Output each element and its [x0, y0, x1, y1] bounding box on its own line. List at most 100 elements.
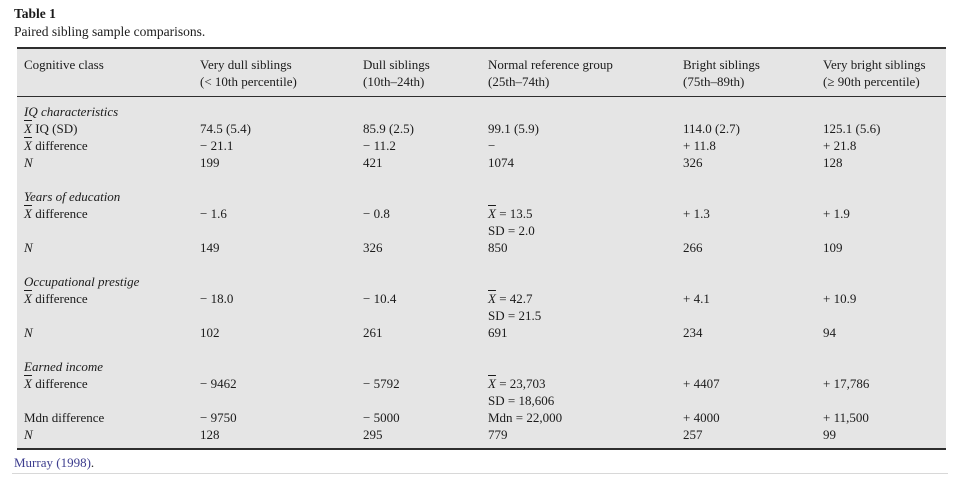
- cell: − 5792: [363, 376, 400, 391]
- cell: + 21.8: [823, 138, 857, 153]
- cell-line1: X = 42.7: [488, 290, 679, 307]
- table-title: Table 1: [14, 6, 56, 21]
- mean-symbol: X: [24, 121, 32, 136]
- source-suffix: .: [90, 455, 95, 470]
- row-label-text: difference: [31, 138, 88, 153]
- row-label: X difference: [17, 375, 200, 409]
- row-label: X difference: [17, 290, 200, 324]
- header-line2: (25th–74th): [488, 74, 550, 89]
- cell: + 17,786: [823, 376, 870, 391]
- section-title-row: Earned income: [17, 358, 946, 375]
- cell: 199: [200, 155, 220, 170]
- cell: − 0.8: [363, 206, 390, 221]
- row-label: N: [24, 155, 33, 170]
- cell-line2: SD = 2.0: [488, 223, 535, 238]
- cell: + 4407: [683, 376, 720, 391]
- cell: 1074: [488, 155, 514, 170]
- table-row: N 102 261 691 234 94: [17, 324, 946, 341]
- section-title: Occupational prestige: [24, 274, 140, 289]
- section-title: IQ characteristics: [24, 104, 119, 119]
- col-header-normal-reference-group: Normal reference group (25th–74th): [488, 48, 683, 97]
- mean-symbol: X: [24, 376, 32, 391]
- cell: 257: [683, 427, 703, 442]
- cell: 114.0 (2.7): [683, 121, 740, 136]
- row-label: X difference: [17, 137, 200, 154]
- spacer-row: [17, 171, 946, 188]
- table-row: N 128 295 779 257 99: [17, 426, 946, 449]
- cell: − 11.2: [363, 138, 396, 153]
- cell: 128: [823, 155, 843, 170]
- cell-text: = 42.7: [495, 291, 533, 306]
- cell-line2: SD = 18,606: [488, 393, 555, 408]
- spacer-row: [17, 256, 946, 273]
- row-label-text: difference: [31, 376, 88, 391]
- cell: 74.5 (5.4): [200, 121, 251, 136]
- cell: 691: [488, 325, 508, 340]
- cell: 128: [200, 427, 220, 442]
- cell: 295: [363, 427, 383, 442]
- table-row: Mdn difference − 9750 − 5000 Mdn = 22,00…: [17, 409, 946, 426]
- table-row: X difference − 1.6 − 0.8 X = 13.5 SD = 2…: [17, 205, 946, 239]
- source-note: Murray (1998).: [14, 454, 94, 471]
- cell: + 1.3: [683, 206, 710, 221]
- cell: + 4.1: [683, 291, 710, 306]
- cell: 779: [488, 427, 508, 442]
- header-row: Cognitive class Very dull siblings (< 10…: [17, 48, 946, 97]
- table-row: X difference − 9462 − 5792 X = 23,703 SD…: [17, 375, 946, 409]
- table-row: X difference − 18.0 − 10.4 X = 42.7 SD =…: [17, 290, 946, 324]
- cell: 850: [488, 240, 508, 255]
- cell: X = 23,703 SD = 18,606: [488, 375, 683, 409]
- row-label-text: difference: [31, 206, 88, 221]
- cell-line1: X = 23,703: [488, 375, 679, 392]
- cell: 421: [363, 155, 383, 170]
- mean-symbol: X: [24, 206, 32, 221]
- section-title-row: IQ characteristics: [17, 97, 946, 121]
- cell: 234: [683, 325, 703, 340]
- table-row: X IQ (SD) 74.5 (5.4) 85.9 (2.5) 99.1 (5.…: [17, 120, 946, 137]
- cell: − 9462: [200, 376, 237, 391]
- cell: + 1.9: [823, 206, 850, 221]
- cell: − 9750: [200, 410, 237, 425]
- section-title: Earned income: [24, 359, 104, 374]
- row-label: N: [24, 325, 33, 340]
- mean-symbol: X: [488, 291, 496, 306]
- cell: + 11,500: [823, 410, 869, 425]
- cell-line1: X = 13.5: [488, 205, 679, 222]
- mean-symbol: X: [24, 138, 32, 153]
- cell: 109: [823, 240, 843, 255]
- row-label: N: [24, 240, 33, 255]
- bottom-divider: [12, 473, 948, 474]
- header-line1: Very dull siblings: [200, 57, 292, 72]
- header-line2: (≥ 90th percentile): [823, 74, 920, 89]
- col-header-dull-siblings: Dull siblings (10th–24th): [363, 48, 488, 97]
- cell: 326: [363, 240, 383, 255]
- spacer-row: [17, 341, 946, 358]
- col-header-very-bright-siblings: Very bright siblings (≥ 90th percentile): [823, 48, 946, 97]
- cell: − 5000: [363, 410, 400, 425]
- header-line1: Cognitive class: [24, 57, 104, 72]
- cell: + 4000: [683, 410, 720, 425]
- cell: 99: [823, 427, 836, 442]
- cell: 85.9 (2.5): [363, 121, 414, 136]
- cell: 102: [200, 325, 220, 340]
- mean-symbol: X: [24, 291, 32, 306]
- table-subtitle: Paired sibling sample comparisons.: [14, 24, 206, 39]
- header-line2: (10th–24th): [363, 74, 425, 89]
- cell: − 21.1: [200, 138, 234, 153]
- row-label: X difference: [17, 205, 200, 239]
- header-line2: (< 10th percentile): [200, 74, 297, 89]
- table-caption-block: Table 1 Paired sibling sample comparison…: [14, 5, 205, 41]
- cell: 94: [823, 325, 836, 340]
- row-label: X IQ (SD): [17, 120, 200, 137]
- cell-text: = 13.5: [495, 206, 533, 221]
- cell: 261: [363, 325, 383, 340]
- row-label: N: [24, 427, 33, 442]
- cell-line2: SD = 21.5: [488, 308, 542, 323]
- citation-link[interactable]: Murray (1998): [14, 455, 91, 470]
- mean-symbol: X: [488, 206, 496, 221]
- header-line2: (75th–89th): [683, 74, 745, 89]
- cell: 125.1 (5.6): [823, 121, 881, 136]
- header-line1: Bright siblings: [683, 57, 760, 72]
- row-label: Mdn difference: [24, 410, 105, 425]
- col-header-bright-siblings: Bright siblings (75th–89th): [683, 48, 823, 97]
